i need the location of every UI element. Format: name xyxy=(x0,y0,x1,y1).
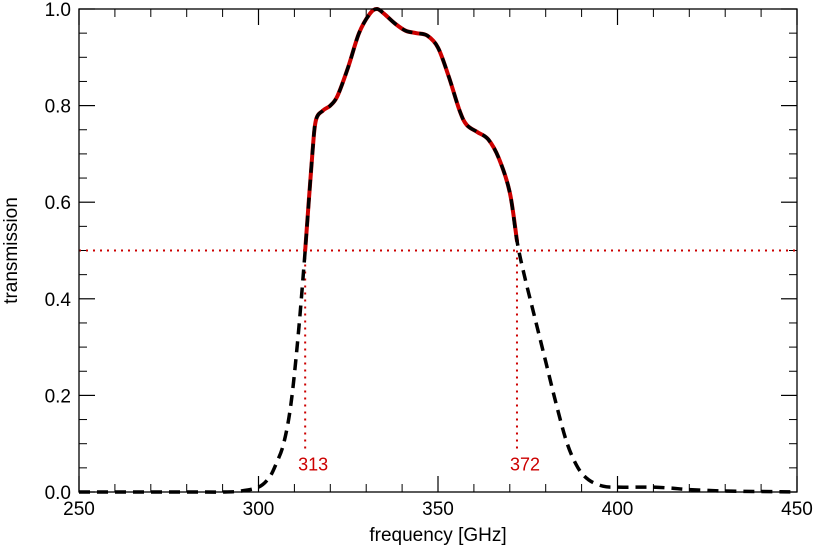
cutoff-label-313: 313 xyxy=(298,454,328,474)
y-tick-label: 1.0 xyxy=(45,0,71,21)
y-tick-label: 0.2 xyxy=(45,386,71,407)
transmission-curve-passband xyxy=(303,7,519,253)
x-tick-label: 400 xyxy=(602,499,634,520)
y-tick-label: 0.4 xyxy=(45,290,72,311)
y-tick-label: 0.0 xyxy=(45,483,71,504)
plot-frame xyxy=(78,8,798,493)
x-tick-label: 300 xyxy=(243,499,275,520)
x-axis-label: frequency [GHz] xyxy=(369,525,506,546)
annotations: 313 372 xyxy=(298,454,540,474)
y-tick-label: 0.8 xyxy=(45,97,71,118)
x-tick-label: 450 xyxy=(781,499,813,520)
data-series xyxy=(78,7,798,494)
x-tick-label: 350 xyxy=(422,499,454,520)
x-tick-label: 250 xyxy=(63,499,95,520)
transmission-curve-full xyxy=(78,7,798,494)
y-tick-label: 0.6 xyxy=(45,193,71,214)
tick-labels: 250 300 350 400 450 0.0 0.2 0.4 0.6 0.8 1.0 xyxy=(45,0,813,520)
reference-lines xyxy=(79,249,797,454)
cutoff-label-372: 372 xyxy=(510,454,540,474)
y-axis-label: transmission xyxy=(1,197,22,304)
